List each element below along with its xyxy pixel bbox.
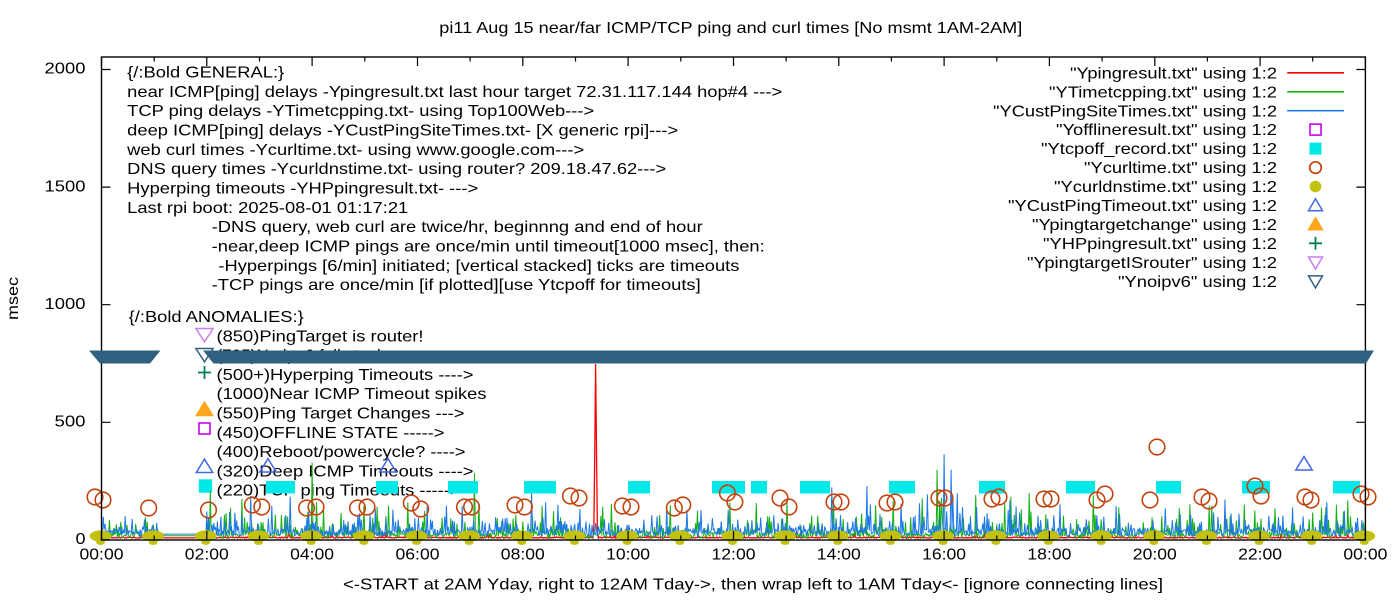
svg-text:2000: 2000 [45,61,86,78]
svg-text:08:00: 08:00 [501,547,545,564]
svg-text:00:00: 00:00 [80,547,124,564]
svg-text:10:00: 10:00 [606,547,650,564]
svg-text:1500: 1500 [45,178,86,195]
svg-text:16:00: 16:00 [922,547,966,564]
svg-text:{/:Bold GENERAL:}: {/:Bold GENERAL:} [127,65,285,82]
svg-text:web curl times -Ycurltime.txt-: web curl times -Ycurltime.txt- using www… [126,142,584,159]
svg-text:"YCustPingTimeout.txt" using 1: "YCustPingTimeout.txt" using 1:2 [1008,198,1277,215]
svg-text:(400)Reboot/powercycle? ---->: (400)Reboot/powercycle? ----> [217,444,466,461]
svg-text:(500+)Hyperping Timeouts ---->: (500+)Hyperping Timeouts ----> [217,367,474,384]
svg-text:"YHPpingresult.txt" using 1:2: "YHPpingresult.txt" using 1:2 [1043,236,1277,253]
svg-text:(850)PingTarget is router!: (850)PingTarget is router! [217,328,424,345]
svg-text:deep ICMP[ping] delays -YCustP: deep ICMP[ping] delays -YCustPingSiteTim… [127,123,678,140]
svg-text:{/:Bold ANOMALIES:}: {/:Bold ANOMALIES:} [129,309,305,326]
svg-text:12:00: 12:00 [712,547,756,564]
svg-text:Last rpi boot: 2025-08-01 01:1: Last rpi boot: 2025-08-01 01:17:21 [127,200,408,217]
svg-text:DNS query times -Ycurldnstime.: DNS query times -Ycurldnstime.txt- using… [127,161,666,178]
svg-text:pi11 Aug 15 near/far ICMP/TCP: pi11 Aug 15 near/far ICMP/TCP ping and c… [439,20,1022,37]
svg-text:500: 500 [55,414,86,431]
svg-text:(550)Ping Target Changes --->: (550)Ping Target Changes ---> [217,406,465,423]
svg-text:(320)Deep ICMP Timeouts ---->: (320)Deep ICMP Timeouts ----> [217,463,474,480]
svg-text:22:00: 22:00 [1238,547,1282,564]
svg-text:(450)OFFLINE STATE ----->: (450)OFFLINE STATE -----> [217,425,445,442]
svg-text:0: 0 [76,531,86,548]
svg-text:"YCustPingSiteTimes.txt" using: "YCustPingSiteTimes.txt" using 1:2 [993,103,1277,120]
svg-text:14:00: 14:00 [817,547,861,564]
svg-text:06:00: 06:00 [396,547,440,564]
svg-text:1000: 1000 [45,296,86,313]
svg-text:"Yofflineresult.txt" using 1:2: "Yofflineresult.txt" using 1:2 [1056,122,1277,139]
svg-text:(1000)Near ICMP Timeout spikes: (1000)Near ICMP Timeout spikes [217,386,487,403]
svg-text:"Ycurldnstime.txt" using 1:2: "Ycurldnstime.txt" using 1:2 [1054,179,1277,196]
svg-text:"Ycurltime.txt" using 1:2: "Ycurltime.txt" using 1:2 [1084,160,1277,177]
svg-text:near ICMP[ping] delays -Ypingr: near ICMP[ping] delays -Ypingresult.txt … [127,84,782,101]
svg-text:Hyperping timeouts -YHPpingres: Hyperping timeouts -YHPpingresult.txt- -… [127,181,478,198]
svg-text:TCP ping delays -YTimetcpping.: TCP ping delays -YTimetcpping.txt- using… [127,103,594,120]
svg-text:"Ypingresult.txt" using 1:2: "Ypingresult.txt" using 1:2 [1070,65,1277,82]
svg-text:02:00: 02:00 [185,547,229,564]
svg-text:00:00: 00:00 [1343,547,1387,564]
svg-text:-Hyperpings [6/min] initiated;: -Hyperpings [6/min] initiated; [vertical… [218,258,739,275]
svg-text:-DNS query, web curl are twice: -DNS query, web curl are twice/hr, begin… [212,219,704,236]
svg-text:"Ypingtargetchange" using 1:2: "Ypingtargetchange" using 1:2 [1032,217,1277,234]
svg-text:"Ynoipv6" using 1:2: "Ynoipv6" using 1:2 [1118,274,1277,291]
svg-text:"Ytcpoff_record.txt" using 1:2: "Ytcpoff_record.txt" using 1:2 [1041,141,1277,158]
svg-text:"YTimetcpping.txt" using 1:2: "YTimetcpping.txt" using 1:2 [1049,84,1277,101]
svg-text:-near,deep ICMP pings are once: -near,deep ICMP pings are once/min until… [212,239,765,256]
svg-text:msec: msec [5,277,22,320]
svg-text:<-START at 2AM Yday, right to: <-START at 2AM Yday, right to 12AM Tday-… [343,577,1163,594]
svg-text:-TCP pings are once/min [if pl: -TCP pings are once/min [if plotted][use… [212,277,701,294]
svg-text:20:00: 20:00 [1133,547,1177,564]
svg-text:04:00: 04:00 [290,547,334,564]
svg-text:"YpingtargetISrouter" using 1:: "YpingtargetISrouter" using 1:2 [1027,255,1277,272]
svg-text:18:00: 18:00 [1027,547,1071,564]
